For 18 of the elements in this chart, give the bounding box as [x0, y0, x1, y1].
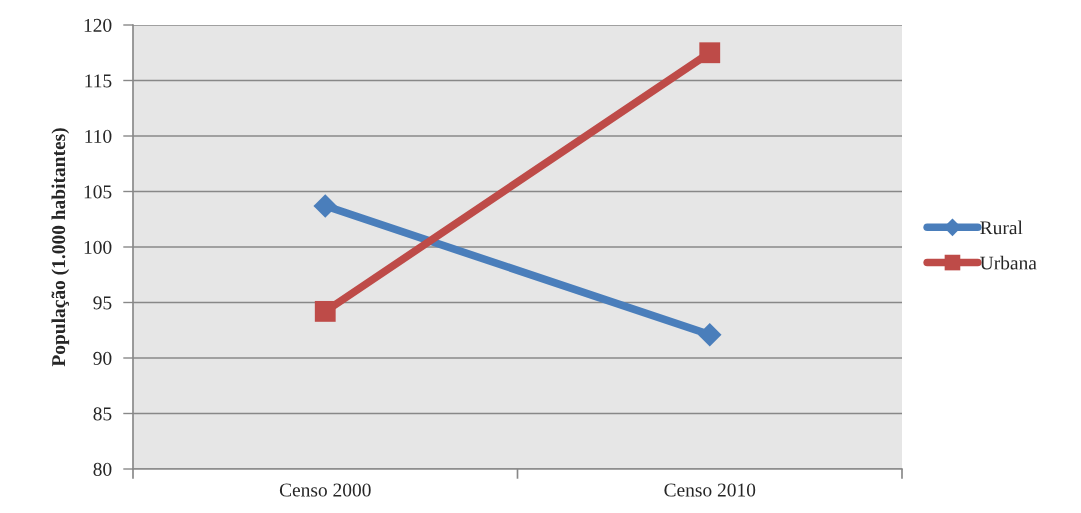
legend-label: Urbana: [980, 255, 1037, 270]
point: [697, 322, 722, 347]
point: [699, 42, 721, 64]
y-tick-label: 115: [85, 74, 112, 88]
point: [313, 194, 338, 218]
y-tick-label: 80: [93, 462, 112, 476]
x-tick-label: Censo 2000: [279, 483, 371, 497]
y-tick-label: 90: [93, 351, 112, 365]
y-tick-label: 120: [84, 18, 112, 32]
point: [314, 300, 336, 322]
y-tick-label: 95: [93, 296, 112, 310]
y-tick-label: 110: [85, 129, 112, 143]
legend-label: Rural: [980, 220, 1023, 235]
x-tick-label: Censo 2010: [664, 483, 756, 497]
y-tick-label: 105: [84, 185, 112, 199]
y-axis-title: População (1.000 habitantes): [51, 128, 70, 367]
y-tick-label: 100: [84, 240, 112, 254]
y-tick-label: 85: [93, 407, 112, 421]
